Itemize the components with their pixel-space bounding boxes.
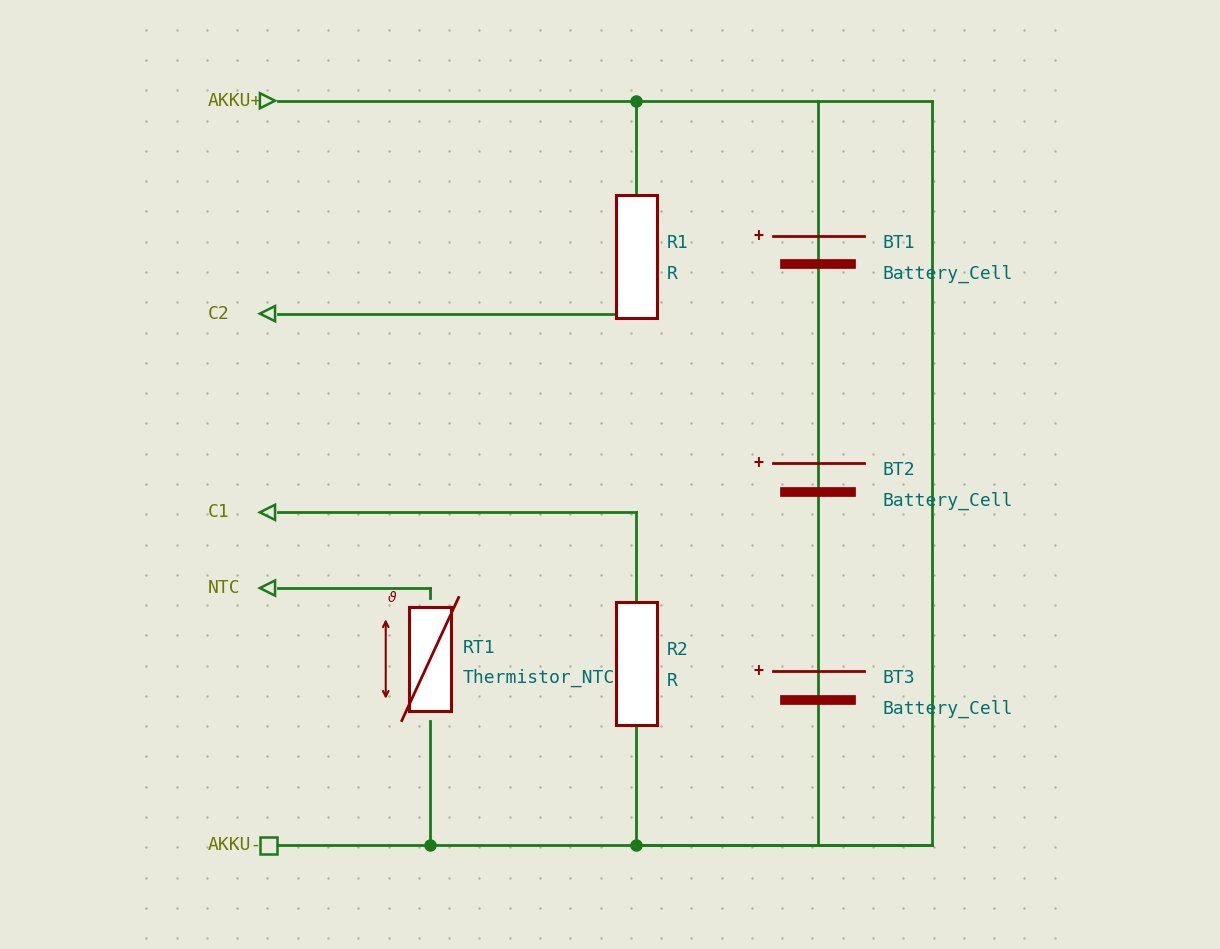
Text: BT1: BT1 (882, 233, 915, 251)
Text: NTC: NTC (207, 579, 240, 597)
Text: $\vartheta$: $\vartheta$ (387, 590, 398, 605)
Text: Battery_Cell: Battery_Cell (882, 265, 1013, 283)
Text: Battery_Cell: Battery_Cell (882, 492, 1013, 511)
Text: C2: C2 (207, 305, 229, 323)
Text: BT2: BT2 (882, 461, 915, 478)
Bar (616, 195, 658, 318)
Text: C1: C1 (207, 503, 229, 521)
Text: +: + (754, 455, 764, 473)
Bar (616, 603, 658, 725)
Text: BT3: BT3 (882, 669, 915, 687)
Text: AKKU-: AKKU- (207, 836, 262, 854)
Text: +: + (754, 227, 764, 245)
Bar (260, 837, 277, 854)
Text: R: R (667, 265, 677, 283)
Text: Battery_Cell: Battery_Cell (882, 700, 1013, 718)
Text: RT1: RT1 (462, 639, 495, 657)
Text: R2: R2 (667, 641, 688, 659)
Bar (410, 607, 451, 711)
Text: AKKU+: AKKU+ (207, 92, 262, 110)
Text: R1: R1 (667, 233, 688, 251)
Text: Thermistor_NTC: Thermistor_NTC (462, 669, 615, 687)
Text: R: R (667, 672, 677, 690)
Text: +: + (754, 662, 764, 680)
